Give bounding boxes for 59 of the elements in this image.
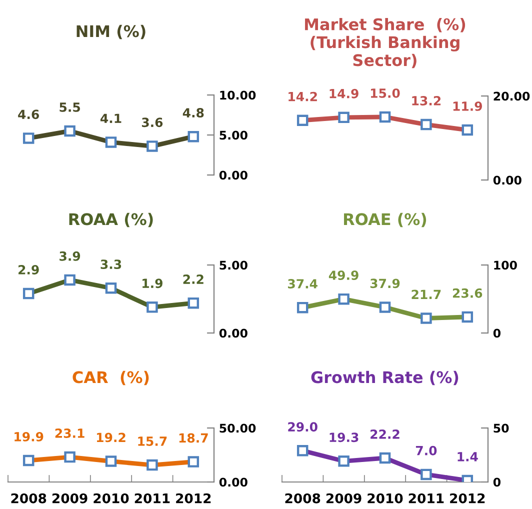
- x-tick-label: 2011: [134, 493, 170, 504]
- chart-title: CAR (%): [72, 370, 149, 386]
- data-label: 14.9: [330, 88, 358, 98]
- data-label: 15.0: [370, 88, 400, 98]
- x-tick-label: 2009: [326, 493, 362, 504]
- data-label: 4.8: [182, 108, 204, 118]
- data-label: 1.4: [458, 452, 478, 462]
- chart-title: ROAA (%): [69, 212, 153, 228]
- data-label: 7.0: [416, 446, 437, 456]
- data-label: 21.7: [412, 290, 441, 299]
- data-label: 37.4: [288, 279, 318, 288]
- x-tick-label: 2008: [285, 493, 320, 504]
- data-label: 15.7: [138, 436, 167, 446]
- data-label: 23.1: [55, 428, 84, 438]
- y-tick-label: 100: [494, 260, 517, 270]
- y-tick-label: 20.00: [494, 92, 530, 101]
- x-tick-label: 2012: [176, 493, 211, 504]
- y-tick-label: 50: [494, 424, 509, 433]
- data-label: 11.9: [453, 101, 482, 111]
- data-label: 1.9: [142, 278, 162, 288]
- data-label: 22.2: [370, 429, 400, 439]
- data-label: 3.6: [142, 118, 163, 128]
- data-label: 5.5: [60, 102, 80, 112]
- data-label: 2.2: [183, 274, 204, 284]
- y-tick-label: 0.00: [219, 478, 248, 487]
- data-label: 19.3: [330, 432, 358, 442]
- data-label: 13.2: [412, 96, 441, 106]
- y-tick-label: 0.00: [493, 176, 522, 185]
- y-tick-label: 0.00: [219, 328, 248, 338]
- data-label: 3.9: [60, 251, 80, 261]
- x-tick-label: 2011: [408, 493, 444, 504]
- data-label: 4.1: [100, 114, 122, 123]
- data-label: 2.9: [18, 265, 39, 274]
- data-label: 3.3: [100, 260, 122, 270]
- x-tick-label: 2010: [94, 493, 129, 504]
- y-tick-label: 0: [493, 478, 501, 487]
- x-tick-label: 2010: [368, 493, 403, 504]
- chart-title: ROAE (%): [344, 212, 426, 228]
- data-label: 29.0: [288, 422, 318, 432]
- x-tick-label: 2012: [450, 493, 485, 504]
- data-label: 23.6: [452, 288, 482, 298]
- y-tick-label: 0: [493, 328, 501, 338]
- data-label: 4.6: [18, 110, 39, 120]
- data-label: 18.7: [179, 433, 208, 443]
- chart-title: Market Share (%) (Turkish Banking Sector): [305, 18, 466, 68]
- data-label: 19.9: [14, 432, 44, 442]
- y-tick-label: 10.00: [220, 90, 256, 100]
- y-tick-label: 5.00: [220, 260, 248, 270]
- x-tick-label: 2008: [11, 493, 46, 504]
- data-label: 14.2: [288, 92, 317, 102]
- data-label: 37.9: [370, 278, 400, 288]
- data-label: 19.2: [96, 432, 126, 442]
- y-tick-label: 50.00: [220, 424, 256, 433]
- chart-title: Growth Rate (%): [311, 370, 458, 386]
- data-label: 49.9: [328, 270, 358, 280]
- y-tick-label: 5.00: [220, 130, 248, 140]
- y-tick-label: 0.00: [219, 170, 248, 180]
- chart-title: NIM (%): [76, 24, 146, 40]
- x-tick-label: 2009: [52, 493, 88, 504]
